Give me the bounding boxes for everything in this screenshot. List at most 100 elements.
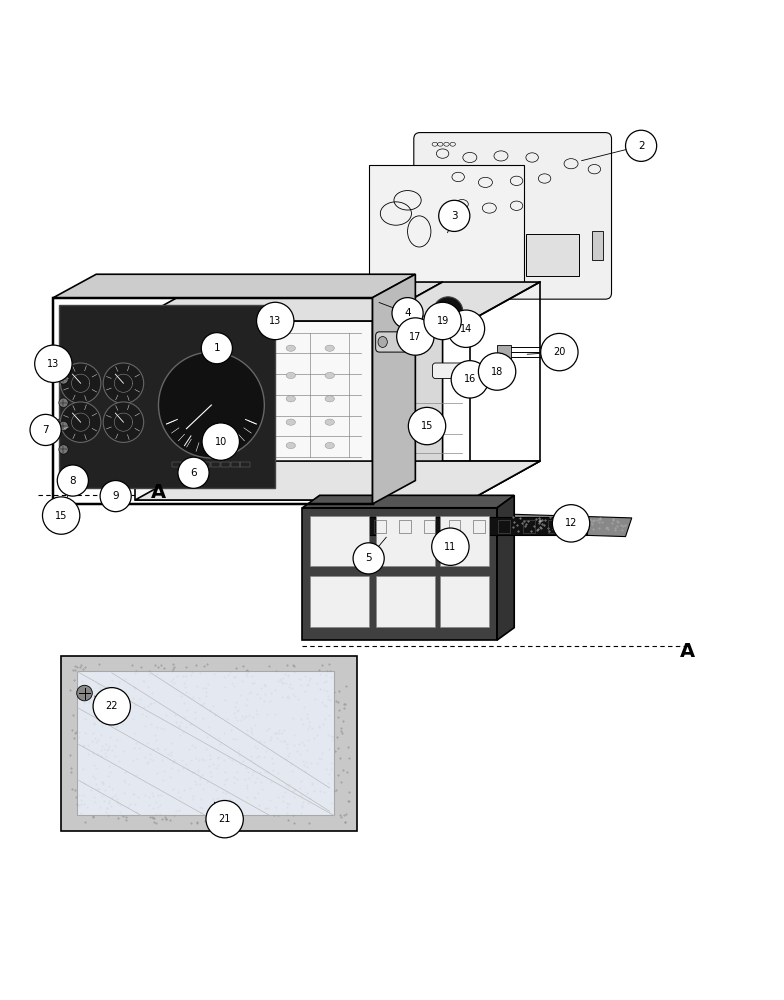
Circle shape — [57, 465, 89, 496]
Circle shape — [59, 421, 68, 431]
Ellipse shape — [479, 365, 492, 374]
Circle shape — [103, 363, 143, 403]
Text: 3: 3 — [451, 211, 458, 221]
Bar — [61, 656, 357, 831]
Bar — [441, 576, 489, 627]
Polygon shape — [372, 274, 416, 504]
Circle shape — [206, 800, 243, 838]
Circle shape — [202, 423, 239, 460]
Circle shape — [413, 416, 426, 428]
Circle shape — [392, 298, 423, 329]
Text: A: A — [151, 483, 166, 502]
Ellipse shape — [247, 372, 256, 379]
Bar — [498, 520, 510, 533]
Circle shape — [60, 363, 101, 403]
Bar — [526, 234, 579, 276]
Bar — [376, 576, 435, 627]
Ellipse shape — [411, 316, 430, 326]
Circle shape — [59, 445, 68, 454]
Circle shape — [59, 398, 68, 407]
Circle shape — [353, 543, 384, 574]
Circle shape — [93, 688, 130, 725]
Bar — [221, 462, 230, 467]
Bar — [423, 520, 435, 533]
Bar — [201, 462, 210, 467]
Bar — [191, 462, 201, 467]
Polygon shape — [303, 495, 514, 508]
Text: 22: 22 — [106, 701, 118, 711]
Text: 5: 5 — [365, 553, 372, 563]
Ellipse shape — [209, 396, 218, 402]
Text: 15: 15 — [421, 421, 434, 431]
Bar — [172, 462, 181, 467]
Bar — [523, 520, 535, 533]
Text: 14: 14 — [460, 324, 472, 334]
Ellipse shape — [325, 345, 335, 351]
Text: 1: 1 — [213, 343, 220, 353]
Circle shape — [59, 375, 68, 384]
Text: 6: 6 — [191, 468, 197, 478]
Text: 12: 12 — [564, 518, 577, 528]
Circle shape — [541, 333, 578, 371]
Text: 9: 9 — [112, 491, 119, 501]
Ellipse shape — [325, 442, 335, 449]
Circle shape — [34, 345, 72, 382]
Ellipse shape — [247, 442, 256, 449]
Text: 8: 8 — [70, 476, 76, 486]
Ellipse shape — [209, 442, 218, 449]
Circle shape — [100, 481, 131, 512]
Ellipse shape — [247, 419, 256, 425]
Circle shape — [158, 352, 264, 458]
Text: 10: 10 — [215, 437, 227, 447]
Ellipse shape — [209, 419, 218, 425]
Ellipse shape — [474, 370, 490, 381]
Text: 21: 21 — [219, 814, 230, 824]
Circle shape — [432, 528, 469, 565]
Bar — [592, 231, 603, 260]
Circle shape — [178, 457, 209, 488]
Bar — [77, 671, 334, 815]
Ellipse shape — [247, 396, 256, 402]
Circle shape — [434, 297, 463, 326]
Ellipse shape — [378, 337, 387, 347]
Ellipse shape — [286, 396, 296, 402]
Circle shape — [553, 505, 590, 542]
Ellipse shape — [325, 396, 335, 402]
Text: 13: 13 — [47, 359, 60, 369]
Polygon shape — [372, 461, 540, 500]
Circle shape — [447, 310, 485, 347]
Ellipse shape — [173, 396, 183, 402]
Text: A: A — [681, 642, 695, 661]
Circle shape — [103, 402, 143, 442]
Circle shape — [478, 353, 516, 390]
Text: 15: 15 — [55, 511, 67, 521]
Polygon shape — [372, 282, 540, 321]
Polygon shape — [53, 274, 416, 298]
Circle shape — [77, 685, 93, 701]
Bar — [310, 576, 368, 627]
Bar — [474, 520, 485, 533]
Text: 16: 16 — [463, 374, 476, 384]
Circle shape — [626, 130, 657, 161]
FancyBboxPatch shape — [376, 332, 416, 352]
Circle shape — [408, 407, 446, 445]
Ellipse shape — [173, 419, 183, 425]
Polygon shape — [368, 517, 586, 535]
Text: 11: 11 — [445, 542, 456, 552]
Ellipse shape — [247, 345, 256, 351]
Bar — [230, 462, 240, 467]
Bar — [497, 345, 511, 359]
Polygon shape — [135, 321, 372, 500]
Circle shape — [30, 414, 61, 446]
Polygon shape — [501, 514, 632, 537]
Bar — [374, 520, 386, 533]
Polygon shape — [497, 495, 514, 640]
Text: 19: 19 — [437, 316, 448, 326]
Ellipse shape — [173, 372, 183, 379]
Bar — [441, 516, 489, 566]
Polygon shape — [135, 282, 443, 321]
Ellipse shape — [173, 345, 183, 351]
Ellipse shape — [209, 345, 218, 351]
Ellipse shape — [325, 372, 335, 379]
Circle shape — [256, 302, 294, 340]
